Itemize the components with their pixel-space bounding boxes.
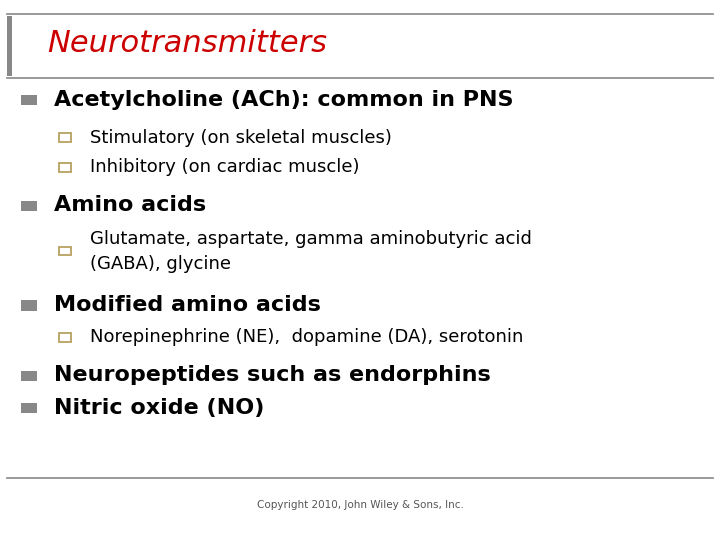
Bar [21,200,37,211]
Bar [21,95,37,105]
Text: Copyright 2010, John Wiley & Sons, Inc.: Copyright 2010, John Wiley & Sons, Inc. [256,500,464,510]
Text: Neuropeptides such as endorphins: Neuropeptides such as endorphins [54,365,491,386]
Bar [7,16,12,76]
Text: Glutamate, aspartate, gamma aminobutyric acid
(GABA), glycine: Glutamate, aspartate, gamma aminobutyric… [90,230,532,273]
Text: Inhibitory (on cardiac muscle): Inhibitory (on cardiac muscle) [90,158,359,177]
Text: Neurotransmitters: Neurotransmitters [47,29,327,58]
Text: Nitric oxide (NO): Nitric oxide (NO) [54,397,264,418]
Bar [59,333,71,342]
Bar [21,300,37,310]
Text: Stimulatory (on skeletal muscles): Stimulatory (on skeletal muscles) [90,129,392,147]
Bar [59,163,71,172]
Bar [21,403,37,413]
Text: Amino acids: Amino acids [54,195,206,215]
Text: Acetylcholine (ACh): common in PNS: Acetylcholine (ACh): common in PNS [54,90,513,110]
Bar [21,370,37,381]
Bar [59,247,71,255]
Text: Modified amino acids: Modified amino acids [54,295,321,315]
Text: Norepinephrine (NE),  dopamine (DA), serotonin: Norepinephrine (NE), dopamine (DA), sero… [90,328,523,347]
Bar [59,133,71,142]
